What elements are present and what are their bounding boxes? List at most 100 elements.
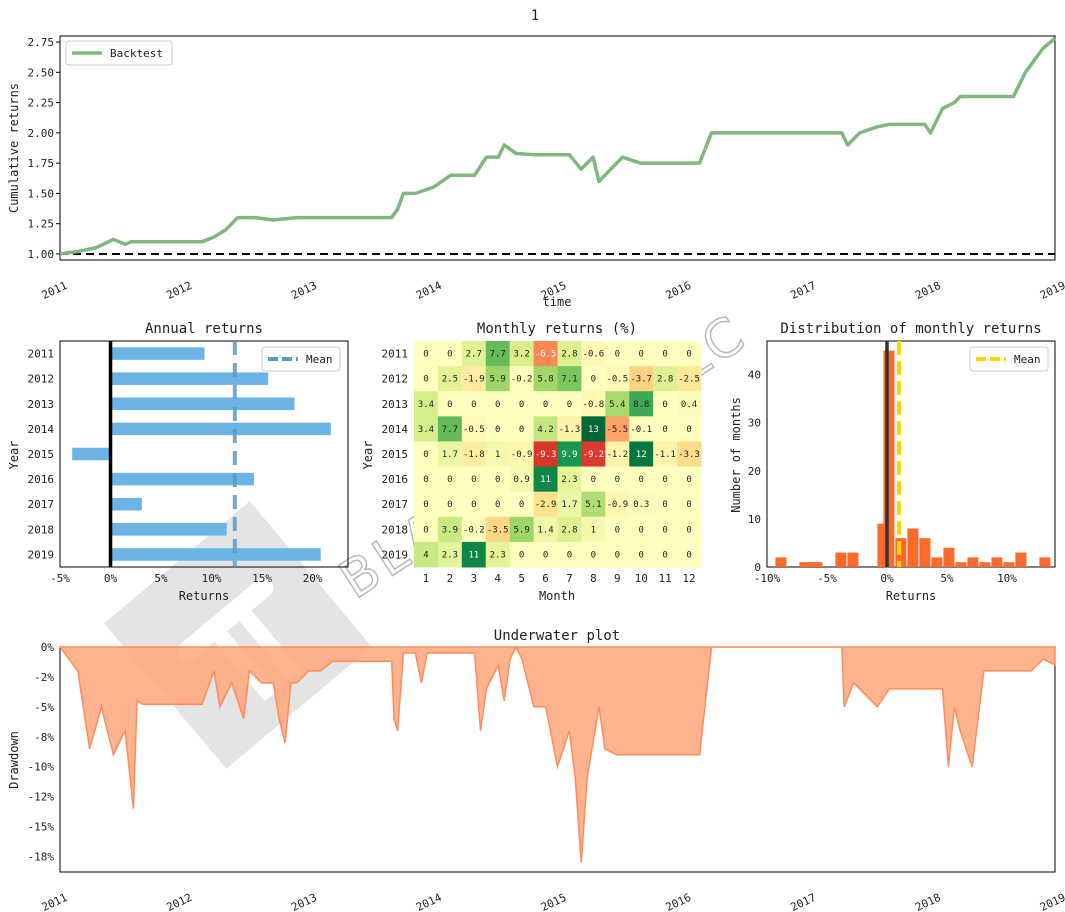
distribution-xlabel: Returns [886, 589, 937, 603]
heatmap-cell [461, 541, 487, 568]
distribution-bar [931, 557, 943, 567]
underwater-xtick-label: 2016 [664, 891, 694, 912]
heatmap-cell [437, 516, 463, 543]
heatmap-cell-label: 0 [591, 550, 596, 560]
heatmap-cell [437, 341, 463, 367]
heatmap-cell [485, 341, 511, 367]
annual-ytick-label: 2014 [28, 423, 55, 436]
heatmap-cell [677, 416, 702, 442]
heatmap-cell-label: 0 [423, 525, 428, 535]
annual-bar [110, 347, 205, 360]
heatmap-cell-label: -0.2 [463, 525, 485, 535]
underwater-ytick-label: -5% [34, 701, 54, 714]
heatmap-cell [437, 466, 463, 493]
heatmap-cell [605, 516, 630, 543]
distribution-bar [979, 562, 991, 567]
heatmap-cell-label: 0 [638, 550, 643, 560]
distribution-xtick-label: -5% [817, 572, 837, 585]
heatmap-cell [653, 441, 678, 468]
heatmap-cell [509, 441, 535, 468]
heatmap-cell-label: 2.8 [561, 350, 577, 360]
heatmap-cell [414, 516, 439, 543]
heatmap-cell [677, 341, 702, 367]
distribution-bar [877, 523, 889, 567]
heatmap-cell [653, 416, 678, 442]
heatmap-cell-label: 0 [495, 425, 500, 435]
heatmap-cell [437, 416, 463, 442]
heatmap-cell [557, 491, 582, 518]
heatmap-cell [485, 516, 511, 543]
annual-bar [110, 422, 331, 436]
underwater-xtick-label: 2012 [165, 891, 195, 912]
heatmap-cell [581, 491, 606, 518]
monthly-returns-heatmap: Monthly returns (%) 0 0 2.7 7.7 3.2 -6.5 2.8 -0… [361, 321, 702, 603]
heatmap-cell [414, 391, 439, 417]
cumulative-plot-frame [59, 35, 1056, 261]
underwater-xtick-label: 2014 [414, 891, 444, 912]
annual-bar [110, 472, 255, 486]
heatmap-cell-label: 0 [686, 525, 691, 535]
cumulative-xtick-label: 2017 [788, 279, 818, 302]
heatmap-cell-label: 0.3 [633, 500, 649, 510]
heatmap-cell [677, 466, 702, 493]
heatmap-cell [557, 416, 582, 442]
heatmap-cell [557, 391, 582, 417]
cumulative-legend-label: Backtest [110, 47, 163, 60]
heatmap-cell [437, 491, 463, 518]
cumulative-ytick-label: 1.00 [28, 248, 55, 261]
heatmap-cell [629, 366, 654, 392]
monthly-xtick-label: 12 [682, 572, 695, 585]
heatmap-cell [629, 441, 654, 468]
heatmap-cell [557, 441, 582, 468]
heatmap-cell [485, 391, 511, 417]
heatmap-cell-label: 0 [495, 475, 500, 485]
heatmap-cell-label: 0 [447, 500, 452, 510]
heatmap-cell [605, 441, 630, 468]
heatmap-cell-label: 2.5 [442, 375, 458, 385]
heatmap-cell-label: 0 [615, 475, 620, 485]
heatmap-cell-label: -0.1 [630, 425, 652, 435]
heatmap-cell [414, 416, 439, 442]
heatmap-cell-label: 0 [686, 425, 691, 435]
heatmap-cell-label: 0 [591, 475, 596, 485]
cumulative-ytick-label: 1.75 [28, 157, 55, 170]
heatmap-cell [581, 366, 606, 392]
monthly-xtick-label: 11 [659, 572, 672, 585]
heatmap-cell [677, 366, 702, 392]
heatmap-cell-label: 7.7 [490, 350, 506, 360]
distribution-bar [1015, 552, 1027, 567]
heatmap-cell [581, 466, 606, 493]
monthly-ylabel: Year [361, 441, 375, 470]
distribution-ytick-label: 10 [748, 513, 761, 526]
heatmap-cell [509, 466, 535, 493]
heatmap-cell [605, 391, 630, 417]
annual-ytick-label: 2017 [28, 498, 55, 511]
heatmap-cell-label: -9.2 [583, 450, 605, 460]
heatmap-cell [414, 341, 439, 367]
distribution-bar [967, 557, 979, 567]
heatmap-cell [677, 541, 702, 568]
cumulative-ytick-label: 1.25 [28, 218, 55, 231]
heatmap-cell-label: 0 [423, 450, 428, 460]
heatmap-cell-label: 3.9 [442, 525, 458, 535]
heatmap-cell-label: -3.7 [630, 375, 652, 385]
underwater-ytick-label: -8% [34, 731, 54, 744]
monthly-xtick-label: 6 [542, 572, 549, 585]
annual-legend-label: Mean [306, 353, 333, 366]
distribution-ytick-label: 20 [748, 465, 761, 478]
monthly-xtick-label: 1 [423, 572, 430, 585]
heatmap-cell-label: 4 [423, 550, 428, 560]
monthly-title: Monthly returns (%) [477, 321, 637, 337]
monthly-xtick-label: 2 [447, 572, 454, 585]
monthly-ytick-label: 2015 [382, 448, 409, 461]
annual-ytick-label: 2016 [28, 473, 55, 486]
distribution-legend-label: Mean [1014, 353, 1041, 366]
heatmap-cell-label: -0.5 [463, 425, 485, 435]
distribution-xtick-label: 10% [997, 572, 1017, 585]
heatmap-cell-label: 2.3 [490, 550, 506, 560]
heatmap-cell-label: 5.8 [537, 375, 553, 385]
monthly-ytick-label: 2019 [382, 548, 409, 561]
heatmap-cell-label: 0 [471, 400, 476, 410]
heatmap-cell-label: 0 [519, 400, 524, 410]
heatmap-cell-label: 0 [519, 500, 524, 510]
